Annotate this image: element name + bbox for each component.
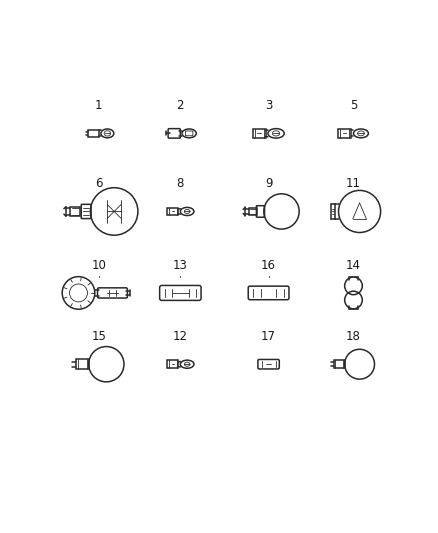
Text: 12: 12 [173, 330, 188, 343]
Text: 3: 3 [265, 99, 272, 112]
Bar [249, 208, 257, 215]
Bar [253, 129, 265, 138]
Text: 5: 5 [350, 99, 357, 112]
Text: 18: 18 [346, 330, 361, 343]
Text: 16: 16 [261, 259, 276, 272]
Bar [167, 208, 178, 215]
Text: 17: 17 [261, 330, 276, 343]
Text: 1: 1 [95, 99, 102, 112]
Bar [338, 129, 351, 138]
Text: 2: 2 [177, 99, 184, 112]
Text: 10: 10 [92, 259, 106, 272]
Text: 13: 13 [173, 259, 188, 272]
Text: 14: 14 [346, 259, 361, 272]
Bar [70, 207, 80, 216]
Bar [88, 130, 99, 137]
Bar [334, 360, 345, 368]
Text: 15: 15 [92, 330, 106, 343]
Text: 6: 6 [95, 177, 102, 190]
Bar [167, 360, 178, 368]
Bar [76, 359, 88, 369]
Text: 8: 8 [177, 177, 184, 190]
Text: 9: 9 [265, 177, 272, 190]
Text: 11: 11 [346, 177, 361, 190]
